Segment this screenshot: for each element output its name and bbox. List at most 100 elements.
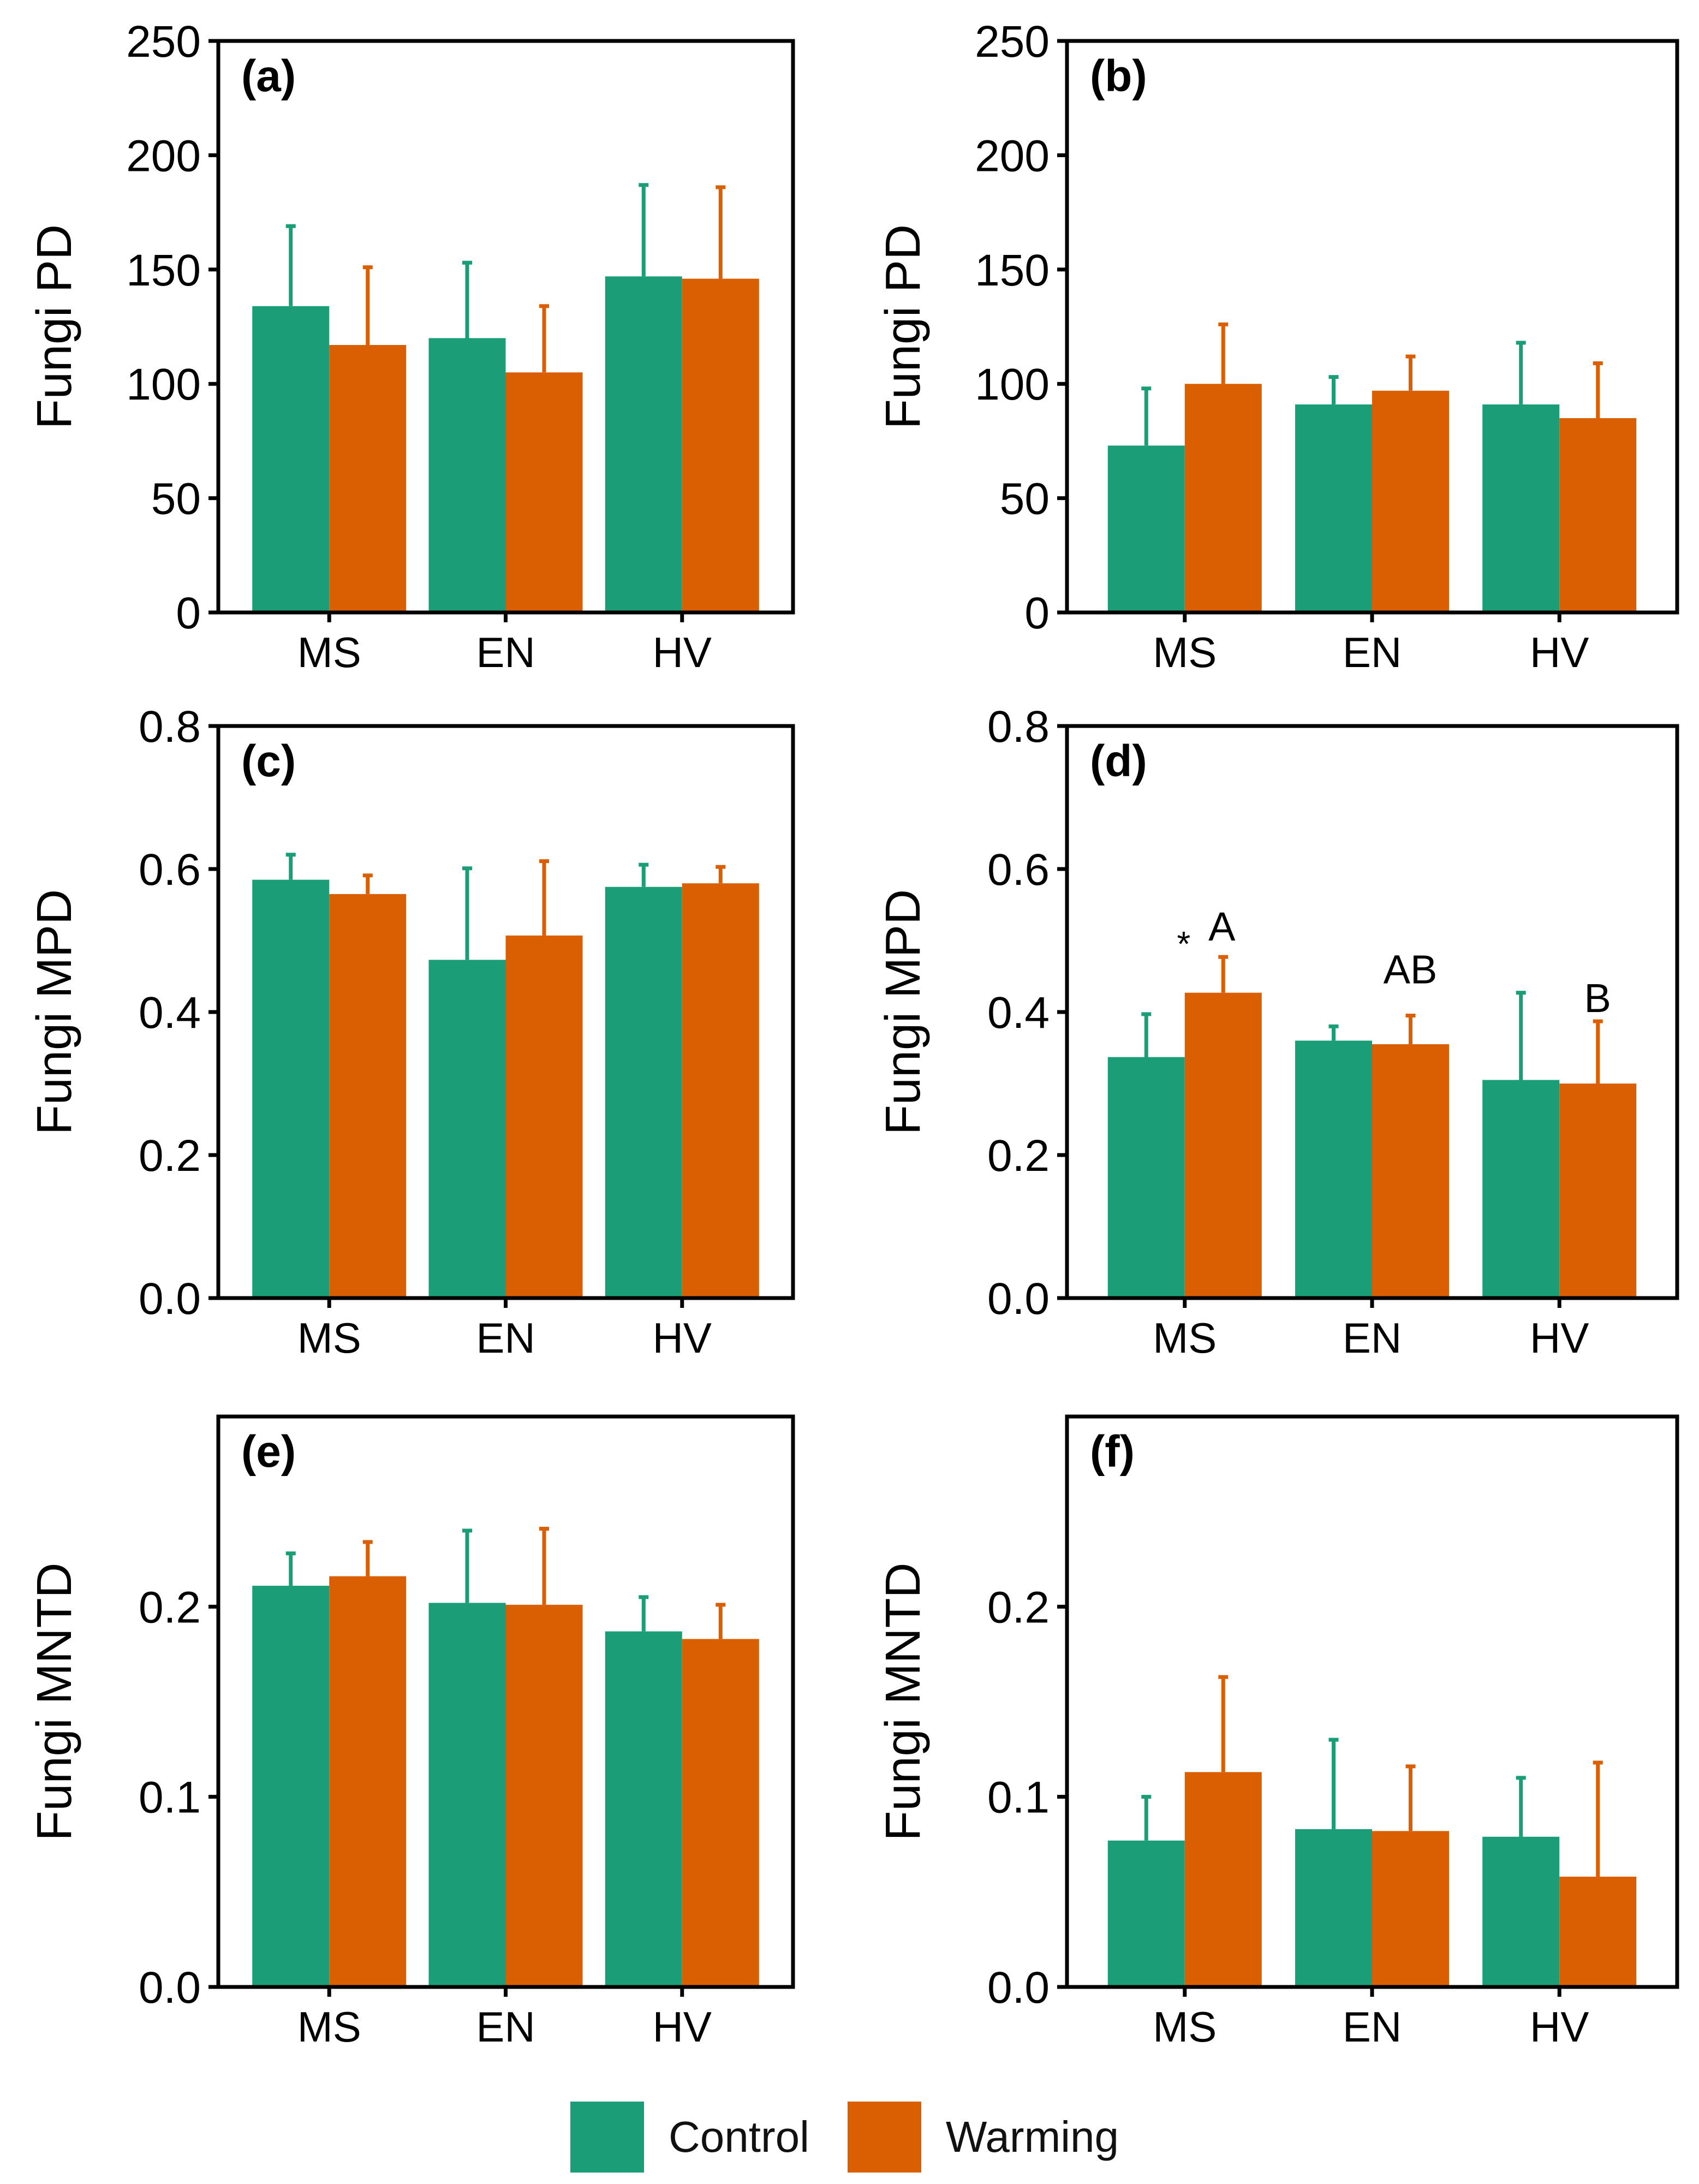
- y-axis-title: Fungi PD: [27, 224, 82, 429]
- bar-warming-hv: [1559, 1084, 1637, 1298]
- y-tick-label: 0: [1024, 588, 1050, 638]
- y-tick-label: 0.8: [987, 702, 1050, 752]
- x-tick-label-hv: HV: [1530, 1314, 1589, 1362]
- x-tick-label-hv: HV: [653, 1314, 712, 1362]
- y-axis-title: Fungi MPD: [27, 889, 82, 1135]
- legend: Control Warming: [570, 2102, 1157, 2173]
- bar-control-hv: [1482, 404, 1560, 612]
- panel-b: MS EN HV 0 50 100 150 200 250 (b) Fungi PD: [876, 17, 1679, 676]
- y-tick-label: 0.8: [139, 702, 201, 752]
- y-axis-title: Fungi MNTD: [27, 1562, 82, 1841]
- y-tick-label: 0.2: [987, 1131, 1050, 1181]
- x-tick-label-ms: MS: [1153, 2003, 1217, 2051]
- bar-warming-en: [1372, 1044, 1449, 1298]
- x-tick-label-en: EN: [476, 2003, 535, 2051]
- y-tick-label: 250: [126, 17, 201, 67]
- y-tick-label: 0.0: [139, 1963, 201, 2013]
- legend-label-warming: Warming: [945, 2112, 1119, 2161]
- panel-label: (d): [1090, 736, 1147, 786]
- x-tick-label-hv: HV: [653, 2003, 712, 2051]
- bar-control-hv: [605, 886, 682, 1298]
- y-tick-label: 0.2: [139, 1582, 201, 1632]
- panel-f: MS EN HV 0.0 0.1 0.2 (f) Fungi MNTD: [876, 1414, 1679, 2051]
- bar-control-en: [428, 338, 506, 612]
- group-letter-en: AB: [1384, 947, 1438, 992]
- legend-swatch-control: [570, 2102, 644, 2173]
- x-tick-label-ms: MS: [1153, 1314, 1217, 1362]
- bar-control-en: [1295, 1040, 1372, 1298]
- y-axis-title: Fungi PD: [876, 224, 931, 429]
- bar-warming-hv: [682, 883, 759, 1298]
- y-tick-label: 100: [126, 360, 201, 409]
- x-tick-label-hv: HV: [653, 628, 712, 676]
- x-tick-label-en: EN: [476, 1314, 535, 1362]
- panel-d: MS EN HV 0.0 0.2 0.4 0.6 0.8 (d) Fungi MPD * A AB B: [876, 702, 1679, 1362]
- group-letter-ms: A: [1208, 904, 1236, 949]
- y-tick-label: 0.6: [987, 845, 1050, 895]
- bar-control-ms: [1107, 445, 1185, 612]
- bar-warming-hv: [1559, 1876, 1637, 1987]
- bar-control-en: [1295, 404, 1372, 612]
- y-tick-label: 0.2: [987, 1582, 1050, 1632]
- panel-label: (b): [1090, 51, 1147, 101]
- bar-control-hv: [1482, 1080, 1560, 1298]
- y-axis-title: Fungi MNTD: [876, 1562, 931, 1841]
- y-axis-title: Fungi MPD: [876, 889, 931, 1135]
- y-tick-label: 0.0: [139, 1274, 201, 1324]
- legend-label-control: Control: [669, 2112, 809, 2161]
- bar-control-en: [1295, 1829, 1372, 1987]
- bar-warming-en: [505, 1604, 583, 1987]
- bar-control-en: [428, 1603, 506, 1987]
- y-tick-label: 0.0: [987, 1963, 1050, 2013]
- panel-label: (f): [1090, 1427, 1135, 1477]
- legend-item-control: Control: [570, 2102, 809, 2173]
- x-tick-label-en: EN: [476, 628, 535, 676]
- bar-control-ms: [252, 306, 330, 612]
- panel-label: (c): [241, 736, 296, 786]
- y-tick-label: 250: [975, 17, 1050, 67]
- x-tick-label-ms: MS: [297, 1314, 361, 1362]
- y-tick-label: 200: [126, 131, 201, 181]
- y-tick-label: 0.1: [987, 1773, 1050, 1823]
- y-tick-label: 200: [975, 131, 1050, 181]
- y-tick-label: 150: [126, 246, 201, 295]
- y-tick-label: 0.0: [987, 1274, 1050, 1324]
- x-tick-label-hv: HV: [1530, 628, 1589, 676]
- panel-label: (a): [241, 51, 296, 101]
- bar-control-ms: [1107, 1057, 1185, 1298]
- y-tick-label: 50: [151, 474, 201, 524]
- bar-control-hv: [605, 276, 682, 612]
- y-tick-label: 0.4: [987, 988, 1050, 1038]
- bar-control-en: [428, 960, 506, 1298]
- panel-c: MS EN HV 0.0 0.2 0.4 0.6 0.8 (c) Fungi MPD: [27, 702, 795, 1362]
- bar-warming-hv: [1559, 418, 1637, 612]
- bar-warming-en: [505, 935, 583, 1298]
- bar-control-hv: [1482, 1836, 1560, 1987]
- y-tick-label: 150: [975, 246, 1050, 295]
- bar-warming-hv: [682, 1639, 759, 1987]
- bar-warming-hv: [682, 278, 759, 612]
- panel-label: (e): [241, 1427, 296, 1477]
- group-letter-hv: B: [1584, 975, 1611, 1021]
- legend-swatch-warming: [847, 2102, 921, 2173]
- panel-a: MS EN HV 0 50 100 150 200 250 (a) Fungi PD: [27, 17, 795, 676]
- bar-warming-ms: [1184, 384, 1262, 612]
- y-tick-label: 50: [1000, 474, 1050, 524]
- bar-warming-ms: [329, 894, 407, 1298]
- bar-warming-ms: [329, 345, 407, 612]
- x-tick-label-en: EN: [1343, 628, 1402, 676]
- bar-warming-en: [1372, 390, 1449, 612]
- y-tick-label: 100: [975, 360, 1050, 409]
- bar-warming-ms: [1184, 992, 1262, 1298]
- bar-control-ms: [252, 1586, 330, 1987]
- x-tick-label-ms: MS: [297, 2003, 361, 2051]
- y-tick-label: 0.4: [139, 988, 201, 1038]
- y-tick-label: 0: [176, 588, 201, 638]
- bar-control-ms: [252, 879, 330, 1298]
- y-tick-label: 0.6: [139, 845, 201, 895]
- x-tick-label-hv: HV: [1530, 2003, 1589, 2051]
- x-tick-label-en: EN: [1343, 1314, 1402, 1362]
- y-tick-label: 0.2: [139, 1131, 201, 1181]
- panel-e: MS EN HV 0.0 0.1 0.2 (e) Fungi MNTD: [27, 1414, 795, 2051]
